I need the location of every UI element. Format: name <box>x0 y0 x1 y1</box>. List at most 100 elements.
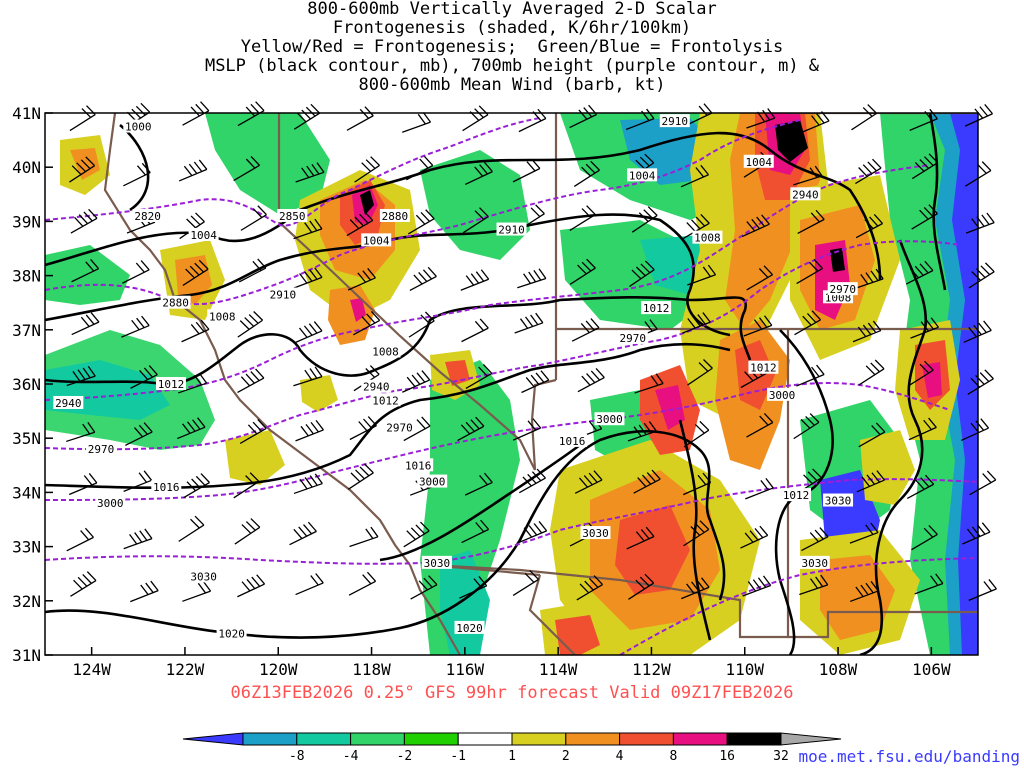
wind-barb <box>573 160 600 187</box>
mslp-label: 1008 <box>694 232 721 245</box>
height-label-bg <box>53 395 84 409</box>
mslp-label-bg <box>216 626 247 640</box>
frontogenesis-area <box>615 505 690 595</box>
wind-barb <box>402 112 432 133</box>
wind-barb <box>460 269 490 291</box>
wind-barb <box>569 205 596 231</box>
wind-barb <box>856 470 885 493</box>
colorbar-low-arrow <box>182 732 244 746</box>
wind-barb <box>905 260 934 285</box>
wind-barb <box>743 315 773 337</box>
wind-barb <box>683 520 710 547</box>
wind-barb <box>130 580 159 603</box>
wind-barb <box>849 580 879 603</box>
mslp-label: 1004 <box>745 156 772 169</box>
wind-barb <box>745 477 774 500</box>
colorbar-tick-label: -1 <box>450 749 466 764</box>
frontogenesis-area <box>225 430 285 485</box>
wind-barb <box>130 365 158 389</box>
height-label: 2820 <box>134 210 161 223</box>
title-line-2: Frontogenesis (shaded, K/6hr/100km) <box>332 18 692 38</box>
mslp-label-bg <box>123 119 154 133</box>
height-label: 2970 <box>829 283 856 296</box>
lat-tick-label: 41N <box>12 104 41 123</box>
coastline <box>103 113 411 566</box>
mslp-contour <box>859 239 928 655</box>
height-label-bg <box>267 287 298 301</box>
lon-tick-label: 116W <box>446 660 485 679</box>
wind-barb <box>461 519 490 544</box>
height-label-bg <box>95 496 126 510</box>
wind-barb <box>457 416 485 442</box>
frontogenesis-area <box>830 248 845 272</box>
wind-barb <box>796 258 824 285</box>
wind-barb <box>293 473 323 495</box>
height-label-bg <box>823 493 854 507</box>
wind-barb <box>964 103 994 127</box>
wind-barb <box>183 473 210 499</box>
lat-tick-label: 37N <box>12 321 41 340</box>
colorbar-swatch <box>296 732 352 746</box>
wind-barb <box>464 472 493 496</box>
mslp-label-bg <box>155 377 186 390</box>
height-label-bg <box>188 569 219 583</box>
lat-tick-label: 33N <box>12 538 41 557</box>
wind-barb <box>178 159 208 182</box>
mslp-label: 1016 <box>559 435 586 448</box>
wind-barb <box>627 421 657 442</box>
wind-barb <box>683 420 710 448</box>
height-label-bg <box>799 555 830 569</box>
wind-barb <box>855 158 882 185</box>
wind-barb <box>410 575 438 600</box>
wind-barb <box>295 162 325 183</box>
height-label: 2940 <box>792 188 819 201</box>
lon-tick-label: 114W <box>539 660 578 679</box>
wind-barb <box>746 265 774 291</box>
colorbar-tick-label: 8 <box>669 749 677 764</box>
wind-barb <box>858 422 886 448</box>
wind-barb <box>851 104 878 131</box>
wind-barb <box>69 156 96 183</box>
wind-barb <box>680 164 710 188</box>
wind-barb <box>683 472 712 496</box>
height-label-bg <box>767 387 798 401</box>
wind-barb <box>911 153 939 180</box>
wind-barb <box>517 268 547 289</box>
colorbar-tick-label: 32 <box>773 749 789 764</box>
wind-barb <box>852 320 882 343</box>
forecast-valid-line: 06Z13FEB2026 0.25° GFS 99hr forecast Val… <box>230 683 794 703</box>
frontogenesis-area <box>655 385 685 430</box>
height-label: 2880 <box>382 210 409 223</box>
wind-barb <box>906 474 935 500</box>
map-axes: 124W 122W 120W 118W 116W 114W 112W 110W 108W 106W… <box>12 104 951 679</box>
frontogenesis-area <box>860 430 915 505</box>
wind-barb <box>911 204 938 230</box>
wind-barb <box>403 521 430 548</box>
lat-tick-label: 31N <box>12 646 41 665</box>
wind-barb <box>402 370 431 393</box>
wind-barb <box>576 575 604 601</box>
wind-barb <box>70 208 98 234</box>
wind-barb <box>521 370 550 394</box>
wind-barb <box>71 312 100 336</box>
colorbar-swatch <box>511 732 567 746</box>
height-label: 2940 <box>363 381 390 394</box>
wind-barb <box>629 260 655 288</box>
wind-barb <box>571 318 600 342</box>
height-label: 3030 <box>582 527 609 540</box>
wind-barb <box>969 470 997 496</box>
lon-tick-label: 122W <box>166 660 205 679</box>
wind-barb <box>294 321 323 344</box>
wind-barb <box>238 258 267 283</box>
colorbar-swatch <box>242 732 298 746</box>
wind-barb <box>797 209 825 234</box>
source-url[interactable]: moe.met.fsu.edu/banding <box>798 747 1020 766</box>
height-label: 2880 <box>162 297 189 310</box>
wind-barb <box>634 373 664 394</box>
wind-barb <box>237 311 264 338</box>
lon-tick-label: 112W <box>632 660 671 679</box>
wind-barb <box>577 367 605 393</box>
wind-barb <box>121 315 150 338</box>
colorbar-tick-label: -8 <box>289 749 305 764</box>
